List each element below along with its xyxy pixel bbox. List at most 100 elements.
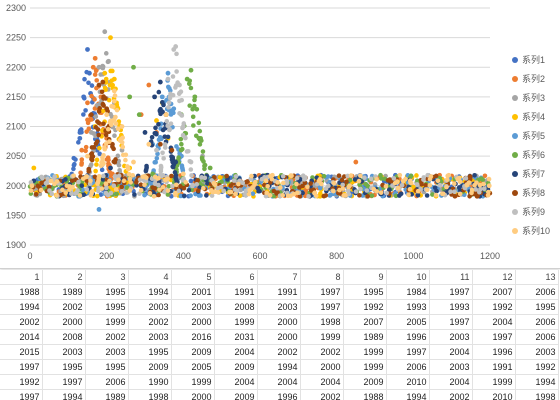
table-cell[interactable]: 2002 — [128, 314, 172, 330]
table-cell[interactable]: 2004 — [429, 374, 473, 390]
table-cell[interactable]: 1997 — [386, 344, 430, 360]
table-cell[interactable]: 2003 — [257, 299, 301, 315]
table-cell[interactable]: 2009 — [128, 359, 172, 375]
table-cell[interactable]: 2005 — [171, 359, 215, 375]
table-cell[interactable]: 2004 — [300, 374, 344, 390]
table-cell[interactable]: 2008 — [42, 329, 86, 345]
table-cell[interactable]: 2014 — [0, 329, 43, 345]
table-cell[interactable]: 1997 — [42, 374, 86, 390]
table-cell[interactable]: 2009 — [343, 374, 387, 390]
table-cell[interactable]: 2005 — [386, 314, 430, 330]
spreadsheet-grid[interactable]: 1 2 3 4 5 6 7 8 9 10 11 12 13 1988 1989 1995 1994 2001 199… — [0, 270, 560, 400]
table-cell[interactable]: 2010 — [386, 374, 430, 390]
table-cell[interactable]: 2007 — [343, 314, 387, 330]
table-cell[interactable]: 2010 — [472, 389, 516, 400]
table-cell[interactable]: 1997 — [0, 389, 43, 400]
table-cell[interactable]: 2000 — [42, 314, 86, 330]
table-cell[interactable]: 2009 — [214, 389, 258, 400]
table-cell[interactable]: 1994 — [257, 359, 301, 375]
table-cell[interactable]: 1995 — [42, 359, 86, 375]
table-cell[interactable]: 1990 — [128, 374, 172, 390]
table-cell[interactable]: 2007 — [472, 284, 516, 300]
table-cell[interactable]: 2003 — [128, 299, 172, 315]
table-cell[interactable]: 1994 — [0, 299, 43, 315]
table-cell[interactable]: 2002 — [300, 344, 344, 360]
table-cell[interactable]: 1 — [0, 270, 43, 285]
table-cell[interactable]: 2002 — [429, 389, 473, 400]
table-cell[interactable]: 2006 — [515, 329, 559, 345]
table-cell[interactable]: 1997 — [0, 359, 43, 375]
table-cell[interactable]: 13 — [515, 270, 559, 285]
table-cell[interactable]: 1997 — [300, 284, 344, 300]
table-cell[interactable]: 1992 — [472, 299, 516, 315]
table-cell[interactable]: 8 — [300, 270, 344, 285]
table-cell[interactable]: 2004 — [429, 344, 473, 360]
table-cell[interactable]: 1995 — [515, 299, 559, 315]
table-cell[interactable]: 1995 — [128, 344, 172, 360]
table-cell[interactable]: 2006 — [515, 314, 559, 330]
table-cell[interactable]: 1997 — [429, 284, 473, 300]
table-cell[interactable]: 1989 — [85, 389, 129, 400]
table-cell[interactable]: 2 — [42, 270, 86, 285]
table-cell[interactable]: 1997 — [429, 314, 473, 330]
table-cell[interactable]: 1994 — [386, 389, 430, 400]
table-cell[interactable]: 1999 — [300, 329, 344, 345]
table-cell[interactable]: 2009 — [171, 344, 215, 360]
table-cell[interactable]: 1998 — [128, 389, 172, 400]
table-cell[interactable]: 6 — [214, 270, 258, 285]
table-cell[interactable]: 2016 — [171, 329, 215, 345]
table-cell[interactable]: 1994 — [515, 374, 559, 390]
table-cell[interactable]: 1998 — [300, 314, 344, 330]
table-cell[interactable]: 2004 — [214, 374, 258, 390]
table-cell[interactable]: 10 — [386, 270, 430, 285]
table-cell[interactable]: 2031 — [214, 329, 258, 345]
table-cell[interactable]: 1996 — [472, 344, 516, 360]
table-cell[interactable]: 2006 — [515, 284, 559, 300]
table-cell[interactable]: 1997 — [300, 299, 344, 315]
table-cell[interactable]: 1994 — [128, 284, 172, 300]
table-cell[interactable]: 1993 — [429, 299, 473, 315]
table-cell[interactable]: 1991 — [214, 284, 258, 300]
table-cell[interactable]: 5 — [171, 270, 215, 285]
table-cell[interactable]: 2015 — [0, 344, 43, 360]
table-cell[interactable]: 9 — [343, 270, 387, 285]
table-cell[interactable]: 1999 — [343, 344, 387, 360]
table-cell[interactable]: 2003 — [42, 344, 86, 360]
table-cell[interactable]: 1999 — [85, 314, 129, 330]
table-cell[interactable]: 1992 — [515, 359, 559, 375]
table-cell[interactable]: 1995 — [85, 284, 129, 300]
table-cell[interactable]: 2002 — [42, 299, 86, 315]
table-cell[interactable]: 1997 — [472, 329, 516, 345]
table-cell[interactable]: 1995 — [85, 359, 129, 375]
table-cell[interactable]: 2009 — [214, 359, 258, 375]
table-cell[interactable]: 4 — [128, 270, 172, 285]
table-cell[interactable]: 2000 — [257, 329, 301, 345]
table-cell[interactable]: 2003 — [85, 344, 129, 360]
table-cell[interactable]: 1995 — [85, 299, 129, 315]
table-cell[interactable]: 12 — [472, 270, 516, 285]
table-cell[interactable]: 2006 — [386, 359, 430, 375]
table-cell[interactable]: 1998 — [515, 389, 559, 400]
table-cell[interactable]: 3 — [85, 270, 129, 285]
table-cell[interactable]: 1999 — [214, 314, 258, 330]
table-cell[interactable]: 1989 — [343, 329, 387, 345]
table-cell[interactable]: 1992 — [0, 374, 43, 390]
table-cell[interactable]: 2002 — [0, 314, 43, 330]
table-cell[interactable]: 1994 — [42, 389, 86, 400]
table-cell[interactable]: 2006 — [85, 374, 129, 390]
table-cell[interactable]: 2003 — [429, 359, 473, 375]
table-cell[interactable]: 2003 — [515, 344, 559, 360]
table-cell[interactable]: 1991 — [257, 284, 301, 300]
table-cell[interactable]: 2002 — [257, 344, 301, 360]
table-cell[interactable]: 2004 — [257, 374, 301, 390]
table-cell[interactable]: 1996 — [257, 389, 301, 400]
table-cell[interactable]: 1988 — [343, 389, 387, 400]
table-cell[interactable]: 1999 — [171, 374, 215, 390]
table-cell[interactable]: 1999 — [343, 359, 387, 375]
table-cell[interactable]: 1989 — [42, 284, 86, 300]
table-cell[interactable]: 2001 — [171, 284, 215, 300]
table-cell[interactable]: 7 — [257, 270, 301, 285]
table-cell[interactable]: 1993 — [386, 299, 430, 315]
table-cell[interactable]: 2002 — [300, 389, 344, 400]
table-cell[interactable]: 2000 — [257, 314, 301, 330]
